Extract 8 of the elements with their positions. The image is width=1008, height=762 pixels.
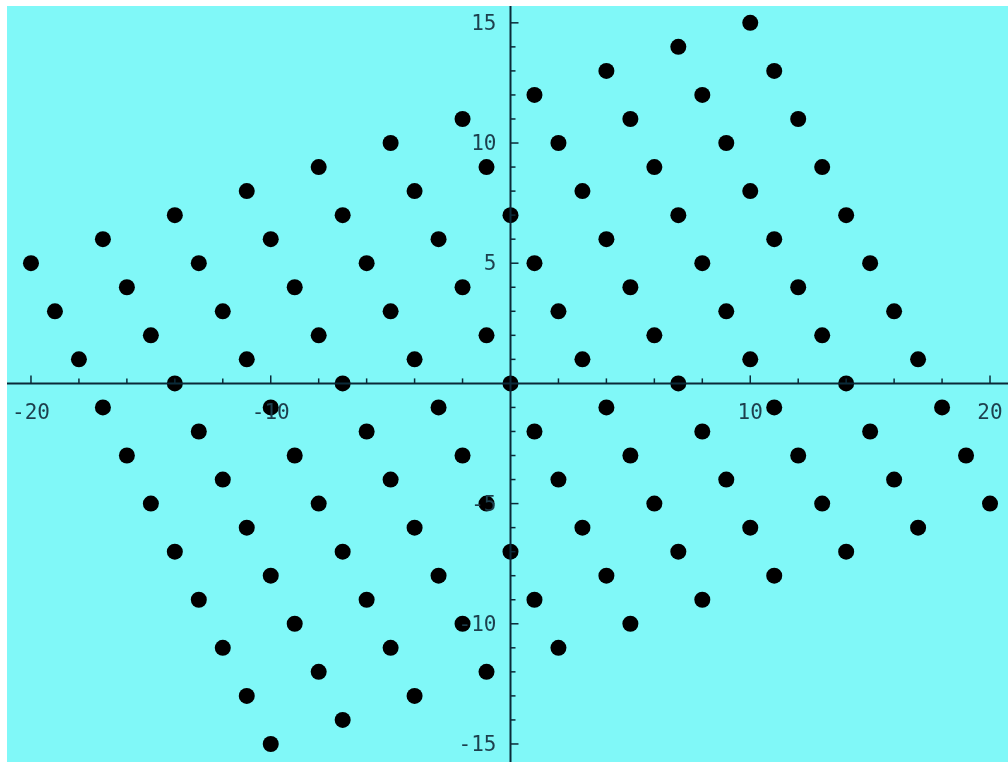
x-tick-label: 10: [737, 400, 763, 425]
y-tick-label: 5: [483, 251, 497, 276]
x-tick-label: -10: [251, 400, 290, 425]
x-tick-label: 20: [977, 400, 1003, 425]
y-tick-label: 10: [471, 131, 497, 156]
x-tick-label: -20: [12, 400, 50, 425]
y-tick-label: -15: [458, 731, 497, 756]
y-tick-label: 15: [471, 10, 497, 35]
